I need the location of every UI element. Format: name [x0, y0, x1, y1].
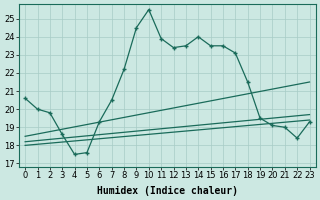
X-axis label: Humidex (Indice chaleur): Humidex (Indice chaleur) — [97, 186, 238, 196]
